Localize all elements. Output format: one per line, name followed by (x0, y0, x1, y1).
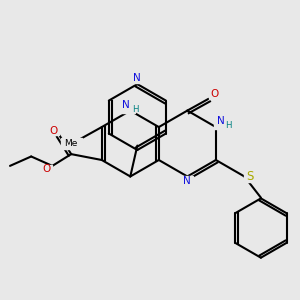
Bar (61, 138, 82, 149)
Text: N: N (217, 116, 224, 126)
Text: N: N (134, 73, 141, 83)
Bar (118, 101, 135, 113)
Bar (131, 74, 143, 83)
Text: H: H (132, 105, 138, 114)
Text: H: H (226, 122, 232, 130)
Bar (244, 171, 256, 182)
Text: Me: Me (64, 139, 78, 148)
Text: N: N (184, 176, 191, 186)
Text: O: O (50, 126, 58, 136)
Bar (214, 118, 230, 129)
Text: S: S (247, 170, 254, 183)
Bar (40, 165, 52, 174)
Text: O: O (42, 164, 51, 174)
Bar (208, 89, 220, 99)
Text: N: N (122, 100, 130, 110)
Bar (182, 176, 193, 186)
Bar (48, 126, 59, 135)
Text: O: O (210, 89, 218, 99)
